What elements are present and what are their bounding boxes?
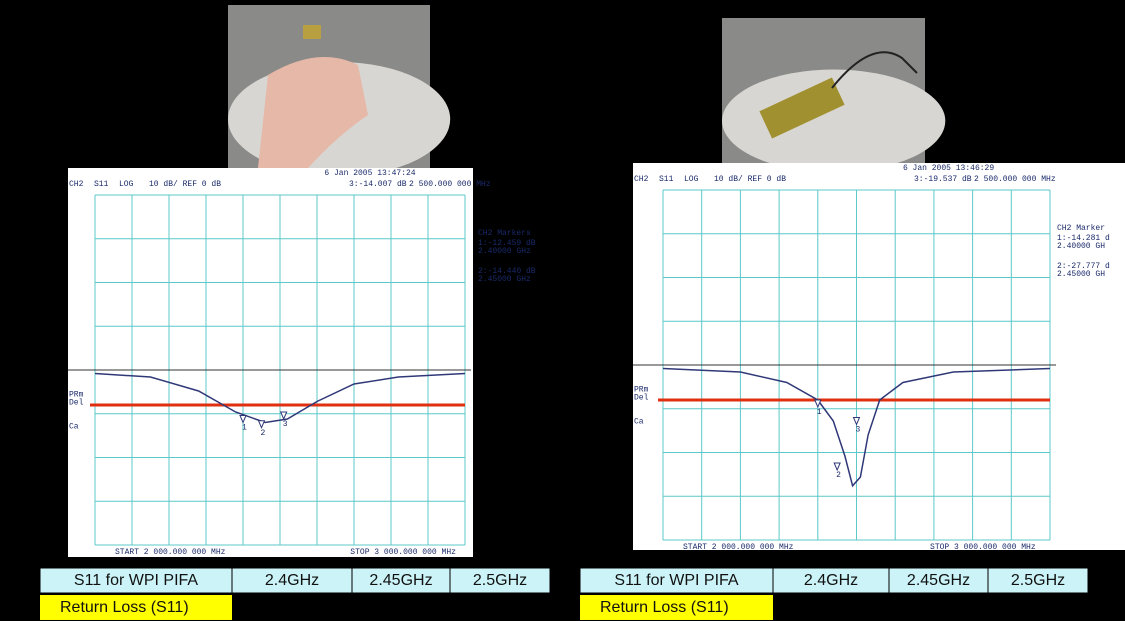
header-field: S11 bbox=[94, 180, 109, 189]
table-cell-text: 2.5GHz bbox=[473, 572, 527, 589]
header-field: 3:-14.007 dB bbox=[349, 180, 407, 189]
header-field: 10 dB/ REF 0 dB bbox=[714, 175, 786, 184]
table-cell-text: 2.4GHz bbox=[265, 572, 319, 589]
stop-label: STOP 3 000.000 000 MHz bbox=[350, 548, 456, 557]
header-field: CH2 bbox=[634, 175, 649, 184]
table-cell-text: 2.4GHz bbox=[804, 572, 858, 589]
slide: 1 2 3 6 Jan 2005 13:47:24 CH2 S11 LOG 10 dB/ RE… bbox=[0, 0, 1125, 621]
header-field: CH2 bbox=[69, 180, 84, 189]
marker-id: 3 bbox=[856, 426, 861, 435]
side-label: Del bbox=[634, 394, 649, 403]
start-label: START 2 000.000 000 MHz bbox=[115, 548, 226, 557]
side-label: Ca bbox=[634, 418, 644, 427]
timestamp: 6 Jan 2005 13:47:24 bbox=[324, 169, 415, 178]
header-field: 3:-19.537 dB bbox=[914, 175, 972, 184]
header-field: LOG bbox=[684, 175, 699, 184]
marker-id: 1 bbox=[242, 424, 247, 433]
start-label: START 2 000.000 000 MHz bbox=[683, 543, 794, 552]
photo-antenna bbox=[303, 25, 321, 39]
header-field: S11 bbox=[659, 175, 674, 184]
table-cell-text: S11 for WPI PIFA bbox=[614, 572, 739, 589]
table-cell-text: 2.45GHz bbox=[369, 572, 432, 589]
table-cell-text: 2.5GHz bbox=[1011, 572, 1065, 589]
marker-readout: 2.45000 GHz bbox=[478, 275, 531, 284]
panel: 1 2 3 6 Jan 2005 13:47:24 CH2 S11 LOG 10 dB/ RE… bbox=[40, 5, 550, 620]
analyzer-screen bbox=[633, 163, 1125, 550]
header-field: LOG bbox=[119, 180, 134, 189]
markers-title: CH2 Marker bbox=[1057, 224, 1105, 233]
header-field: 10 dB/ REF 0 dB bbox=[149, 180, 221, 189]
table-cell-text: 2.45GHz bbox=[907, 572, 970, 589]
marker-readout: 2.40000 GH bbox=[1057, 242, 1105, 251]
stop-label: STOP 3 000.000 000 MHz bbox=[930, 543, 1036, 552]
analyzer-screen bbox=[68, 168, 473, 557]
marker-id: 1 bbox=[817, 408, 822, 417]
header-field: 2 500.000 000 MHz bbox=[974, 175, 1056, 184]
marker-readout: 2.40000 GHz bbox=[478, 247, 531, 256]
marker-readout: 2.45000 GH bbox=[1057, 270, 1105, 279]
marker-id: 2 bbox=[836, 471, 841, 480]
header-field: 2 500.000 000 MHz bbox=[409, 180, 491, 189]
marker-id: 2 bbox=[261, 429, 266, 438]
table-footer-text: Return Loss (S11) bbox=[600, 599, 729, 616]
side-label: Ca bbox=[69, 423, 79, 432]
marker-id: 3 bbox=[283, 420, 288, 429]
table-cell-text: S11 for WPI PIFA bbox=[74, 572, 199, 589]
side-label: Del bbox=[69, 399, 84, 408]
markers-title: CH2 Markers bbox=[478, 229, 531, 238]
panel: 1 2 3 6 Jan 2005 13:46:29 CH2 S11 LOG 10 dB/ RE… bbox=[580, 18, 1125, 620]
table-footer-text: Return Loss (S11) bbox=[60, 599, 189, 616]
timestamp: 6 Jan 2005 13:46:29 bbox=[903, 164, 994, 173]
